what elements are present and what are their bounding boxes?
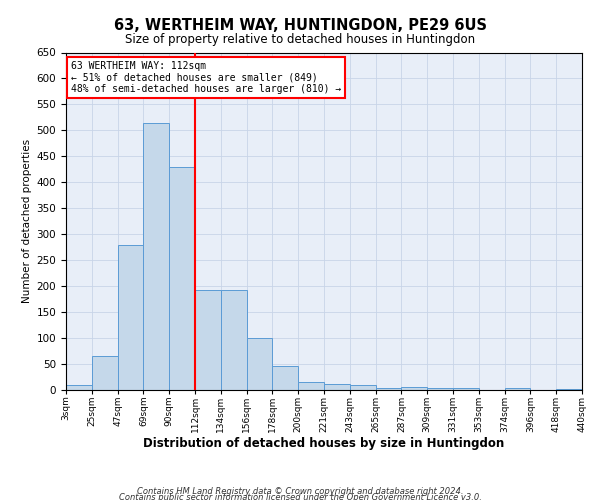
Bar: [272, 366, 298, 390]
Bar: [350, 385, 376, 390]
Bar: [66, 385, 92, 390]
Bar: [247, 338, 272, 390]
Bar: [505, 388, 530, 390]
Bar: [376, 388, 401, 390]
Bar: [195, 290, 221, 390]
Text: 63 WERTHEIM WAY: 112sqm
← 51% of detached houses are smaller (849)
48% of semi-d: 63 WERTHEIM WAY: 112sqm ← 51% of detache…: [71, 61, 341, 94]
X-axis label: Distribution of detached houses by size in Huntingdon: Distribution of detached houses by size …: [143, 438, 505, 450]
Text: 63, WERTHEIM WAY, HUNTINGDON, PE29 6US: 63, WERTHEIM WAY, HUNTINGDON, PE29 6US: [113, 18, 487, 32]
Bar: [221, 290, 247, 390]
Bar: [118, 244, 143, 390]
Text: Contains public sector information licensed under the Open Government Licence v3: Contains public sector information licen…: [119, 492, 481, 500]
Bar: [453, 388, 479, 390]
Bar: [169, 166, 195, 390]
Bar: [427, 388, 453, 390]
Bar: [92, 356, 118, 390]
Bar: [401, 388, 427, 390]
Y-axis label: Number of detached properties: Number of detached properties: [22, 139, 32, 304]
Bar: [298, 382, 324, 390]
Text: Contains HM Land Registry data © Crown copyright and database right 2024.: Contains HM Land Registry data © Crown c…: [137, 486, 463, 496]
Bar: [143, 122, 169, 390]
Bar: [556, 389, 582, 390]
Bar: [324, 384, 350, 390]
Text: Size of property relative to detached houses in Huntingdon: Size of property relative to detached ho…: [125, 32, 475, 46]
